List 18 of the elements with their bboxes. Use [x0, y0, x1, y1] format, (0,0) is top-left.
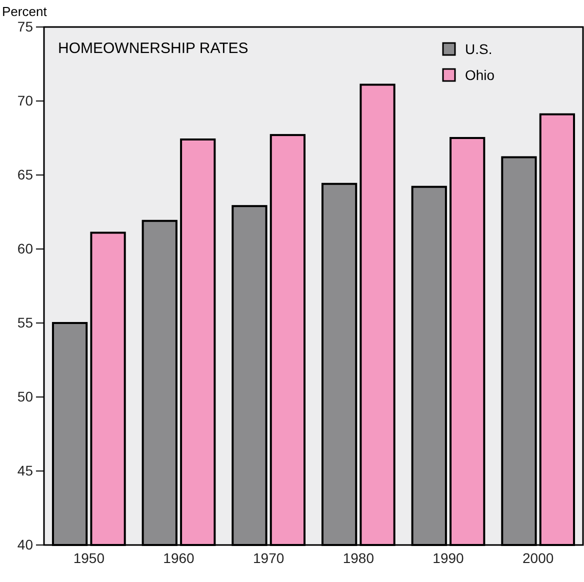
x-tick-label: 1980 [342, 550, 374, 566]
y-tick-label: 55 [17, 314, 34, 330]
y-tick-label: 65 [17, 166, 34, 182]
y-tick-label: 60 [17, 240, 34, 256]
x-tick-label: 1950 [73, 550, 105, 566]
y-tick-label: 45 [17, 462, 34, 478]
x-tick-label: 1970 [253, 550, 284, 566]
y-tick-label: 50 [17, 388, 34, 404]
text: HOMEOWNERSHIP RATES [58, 40, 248, 57]
x-tick-label: 2000 [522, 550, 554, 566]
legend-label: U.S. [465, 41, 492, 57]
y-tick-label: 40 [17, 536, 34, 552]
x-tick-label: 1990 [432, 550, 464, 566]
x-tick-label: 1960 [163, 550, 195, 566]
legend-label: Ohio [465, 67, 495, 83]
y-axis-title: Percent [2, 4, 48, 19]
y-tick-label: 75 [17, 18, 34, 34]
y-tick-label: 70 [17, 92, 34, 108]
